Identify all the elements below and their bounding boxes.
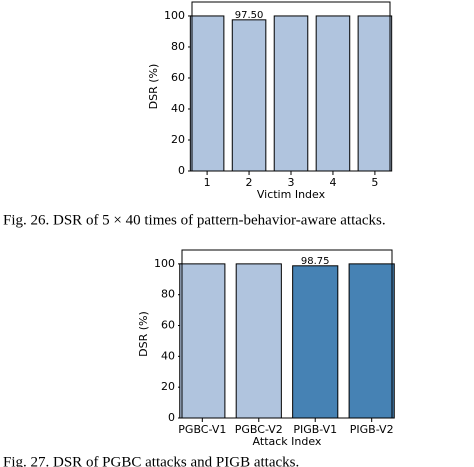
bar bbox=[189, 15, 225, 172]
y-tick-label: 80 bbox=[171, 40, 185, 53]
caption: Fig. 27. DSR of PGBC attacks and PIGB at… bbox=[3, 454, 299, 467]
x-tick-label: PIGB-V1 bbox=[293, 423, 337, 436]
bar bbox=[273, 15, 309, 172]
caption: Fig. 26. DSR of 5 × 40 times of pattern-… bbox=[3, 212, 386, 228]
x-tick-label: 2 bbox=[246, 176, 253, 189]
y-tick-label: 40 bbox=[161, 349, 175, 362]
value-label: 97.50 bbox=[235, 10, 264, 21]
y-tick-label: 40 bbox=[171, 102, 185, 115]
y-tick-label: 20 bbox=[161, 380, 175, 393]
y-tick-label: 60 bbox=[171, 71, 185, 84]
x-tick-label: PGBC-V2 bbox=[235, 423, 283, 436]
bar bbox=[179, 263, 226, 419]
x-tick-label: 5 bbox=[371, 176, 378, 189]
bar bbox=[235, 263, 282, 419]
bar bbox=[292, 265, 339, 419]
axes-frame bbox=[191, 1, 391, 172]
bar bbox=[357, 15, 393, 172]
x-tick-label: 3 bbox=[288, 176, 295, 189]
x-tick-label: PIGB-V2 bbox=[350, 423, 394, 436]
x-axis-label: Victim Index bbox=[257, 188, 326, 201]
x-axis-label: Attack Index bbox=[253, 435, 322, 448]
y-axis-label: DSR (%) bbox=[137, 311, 150, 357]
y-tick-label: 100 bbox=[164, 9, 185, 22]
x-tick-label: PGBC-V1 bbox=[178, 423, 226, 436]
axes-frame bbox=[181, 249, 393, 419]
value-label: 98.75 bbox=[301, 256, 330, 267]
y-tick-label: 100 bbox=[154, 257, 175, 270]
bar bbox=[231, 19, 267, 172]
x-tick-label: 4 bbox=[329, 176, 336, 189]
y-tick-label: 60 bbox=[161, 319, 175, 332]
y-axis-label: DSR (%) bbox=[147, 64, 160, 110]
y-tick-label: 0 bbox=[178, 164, 185, 177]
x-tick-label: 1 bbox=[204, 176, 211, 189]
y-tick-label: 20 bbox=[171, 133, 185, 146]
bar bbox=[315, 15, 351, 172]
y-tick-label: 80 bbox=[161, 288, 175, 301]
bar bbox=[348, 263, 395, 419]
y-tick-label: 0 bbox=[168, 411, 175, 424]
